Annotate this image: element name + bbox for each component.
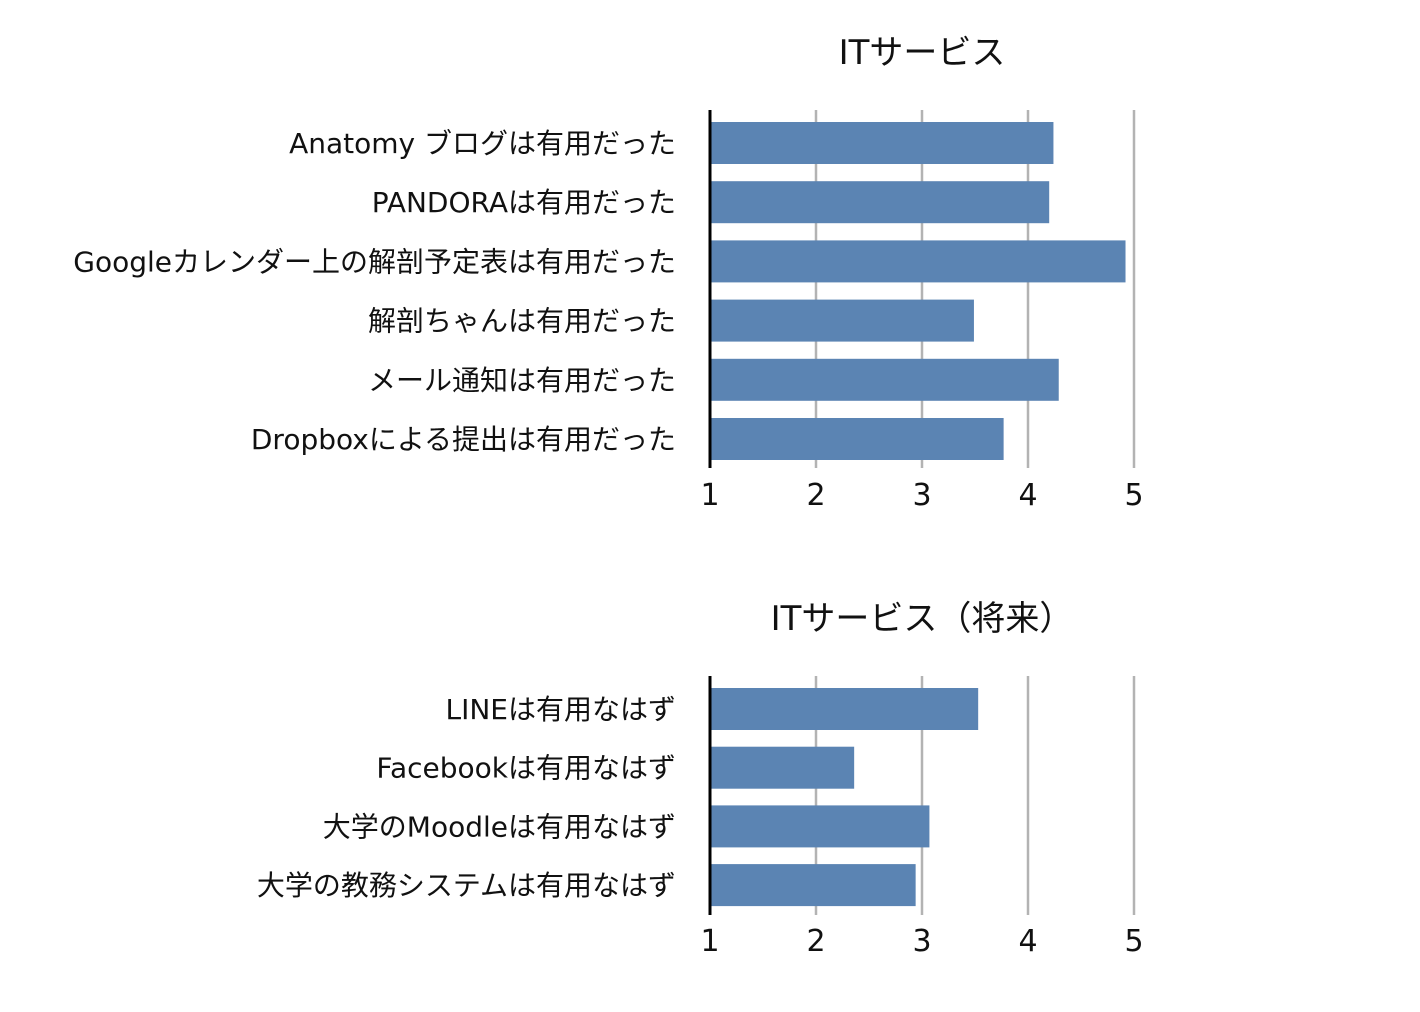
x-tick-label: 2 [806,478,825,513]
chart-title: ITサービス（将来） [771,599,1074,639]
chart-title: ITサービス [839,33,1006,73]
bar [710,122,1054,164]
category-label: PANDORAは有用だった [372,186,676,219]
category-label: LINEは有用なはず [446,693,677,726]
x-tick-label: 4 [1018,924,1037,959]
bar [710,746,855,789]
category-label: Anatomy ブログは有用だった [289,127,676,160]
bar [710,299,974,342]
bar [710,805,930,848]
category-label: 大学の教務システムは有用なはず [257,869,676,902]
bar [710,688,979,730]
x-tick-label: 5 [1124,924,1143,959]
category-label: 大学のMoodleは有用なはず [323,810,676,843]
category-label: Facebookは有用なはず [376,752,676,785]
x-tick-label: 1 [700,478,719,513]
x-tick-label: 3 [912,478,931,513]
x-tick-label: 2 [806,924,825,959]
x-tick-label: 3 [912,924,931,959]
category-label: Googleカレンダー上の解剖予定表は有用だった [73,245,676,278]
bar [710,181,1050,224]
bar [710,240,1126,283]
x-tick-label: 1 [700,924,719,959]
category-label: 解剖ちゃんは有用だった [368,305,676,338]
category-label: メール通知は有用だった [368,364,676,397]
category-label: Dropboxによる提出は有用だった [251,423,676,456]
x-tick-label: 4 [1018,478,1037,513]
bar [710,358,1059,401]
bar [710,418,1004,460]
x-tick-label: 5 [1124,478,1143,513]
bar [710,864,916,907]
